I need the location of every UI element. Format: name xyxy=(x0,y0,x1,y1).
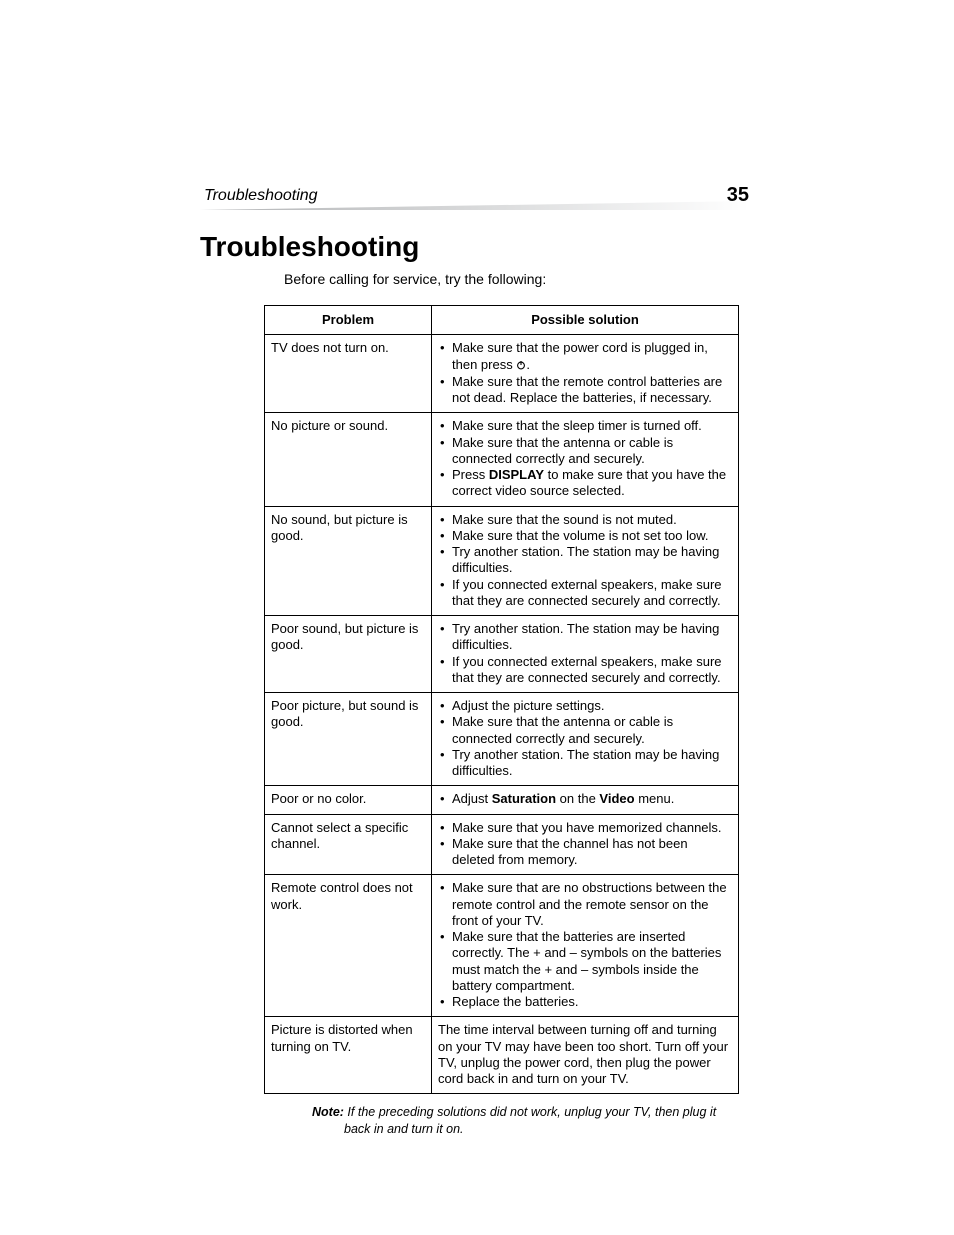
solution-item: Try another station. The station may be … xyxy=(438,747,732,780)
solution-item: Make sure that the sleep timer is turned… xyxy=(438,418,732,434)
problem-cell: TV does not turn on. xyxy=(265,335,432,413)
solution-cell: Make sure that the sound is not muted.Ma… xyxy=(432,506,739,616)
table-row: Cannot select a specific channel.Make su… xyxy=(265,814,739,875)
solution-item: If you connected external speakers, make… xyxy=(438,654,732,687)
table-row: No sound, but picture is good.Make sure … xyxy=(265,506,739,616)
page-header: Troubleshooting 35 xyxy=(200,185,749,207)
solution-list: Make sure that the sleep timer is turned… xyxy=(438,418,732,499)
solution-cell: Try another station. The station may be … xyxy=(432,616,739,693)
solution-item: Make sure that the remote control batter… xyxy=(438,374,732,407)
solution-cell: Adjust the picture settings.Make sure th… xyxy=(432,693,739,786)
note-label: Note: xyxy=(312,1105,344,1119)
problem-cell: No picture or sound. xyxy=(265,413,432,506)
solution-cell: Make sure that the sleep timer is turned… xyxy=(432,413,739,506)
solution-text: The time interval between turning off an… xyxy=(438,1022,732,1087)
table-row: Remote control does not work.Make sure t… xyxy=(265,875,739,1017)
solution-list: Make sure that are no obstructions betwe… xyxy=(438,880,732,1010)
table-row: TV does not turn on.Make sure that the p… xyxy=(265,335,739,413)
table-row: Poor sound, but picture is good.Try anot… xyxy=(265,616,739,693)
solution-cell: The time interval between turning off an… xyxy=(432,1017,739,1094)
solution-item: Try another station. The station may be … xyxy=(438,621,732,654)
solution-item: Adjust the picture settings. xyxy=(438,698,732,714)
solution-item: Make sure that the batteries are inserte… xyxy=(438,929,732,994)
problem-cell: Picture is distorted when turning on TV. xyxy=(265,1017,432,1094)
note-text: If the preceding solutions did not work,… xyxy=(344,1105,716,1135)
solution-item: Make sure that you have memorized channe… xyxy=(438,820,732,836)
header-rule xyxy=(200,201,749,211)
problem-cell: Remote control does not work. xyxy=(265,875,432,1017)
solution-list: Adjust the picture settings.Make sure th… xyxy=(438,698,732,779)
solution-cell: Make sure that you have memorized channe… xyxy=(432,814,739,875)
solution-item: Make sure that the antenna or cable is c… xyxy=(438,714,732,747)
solution-item: Try another station. The station may be … xyxy=(438,544,732,577)
solution-cell: Adjust Saturation on the Video menu. xyxy=(432,786,739,814)
page-title: Troubleshooting xyxy=(200,231,749,263)
solution-cell: Make sure that are no obstructions betwe… xyxy=(432,875,739,1017)
solution-item: Adjust Saturation on the Video menu. xyxy=(438,791,732,807)
table-row: Picture is distorted when turning on TV.… xyxy=(265,1017,739,1094)
problem-cell: No sound, but picture is good. xyxy=(265,506,432,616)
solution-item: If you connected external speakers, make… xyxy=(438,577,732,610)
column-header-solution: Possible solution xyxy=(432,306,739,335)
footnote: Note: If the preceding solutions did not… xyxy=(312,1104,749,1137)
solution-item: Press DISPLAY to make sure that you have… xyxy=(438,467,732,500)
solution-item: Make sure that the volume is not set too… xyxy=(438,528,732,544)
problem-cell: Poor picture, but sound is good. xyxy=(265,693,432,786)
solution-list: Make sure that the sound is not muted.Ma… xyxy=(438,512,732,610)
solution-list: Make sure that the power cord is plugged… xyxy=(438,340,732,406)
table-row: Poor picture, but sound is good.Adjust t… xyxy=(265,693,739,786)
table-body: TV does not turn on.Make sure that the p… xyxy=(265,335,739,1094)
solution-list: Try another station. The station may be … xyxy=(438,621,732,686)
troubleshooting-table: Problem Possible solution TV does not tu… xyxy=(264,305,739,1094)
solution-item: Make sure that are no obstructions betwe… xyxy=(438,880,732,929)
power-icon xyxy=(516,358,526,374)
problem-cell: Poor sound, but picture is good. xyxy=(265,616,432,693)
solution-item: Make sure that the power cord is plugged… xyxy=(438,340,732,374)
solution-cell: Make sure that the power cord is plugged… xyxy=(432,335,739,413)
document-page: Troubleshooting 35 Troubleshooting Befor… xyxy=(0,0,954,1235)
column-header-problem: Problem xyxy=(265,306,432,335)
problem-cell: Cannot select a specific channel. xyxy=(265,814,432,875)
problem-cell: Poor or no color. xyxy=(265,786,432,814)
table-row: No picture or sound. Make sure that the s… xyxy=(265,413,739,506)
solution-item: Make sure that the antenna or cable is c… xyxy=(438,435,732,468)
intro-text: Before calling for service, try the foll… xyxy=(284,271,749,287)
solution-item: Make sure that the sound is not muted. xyxy=(438,512,732,528)
solution-item: Replace the batteries. xyxy=(438,994,732,1010)
solution-list: Adjust Saturation on the Video menu. xyxy=(438,791,732,807)
solution-list: Make sure that you have memorized channe… xyxy=(438,820,732,869)
solution-item: Make sure that the channel has not been … xyxy=(438,836,732,869)
table-row: Poor or no color. Adjust Saturation on th… xyxy=(265,786,739,814)
